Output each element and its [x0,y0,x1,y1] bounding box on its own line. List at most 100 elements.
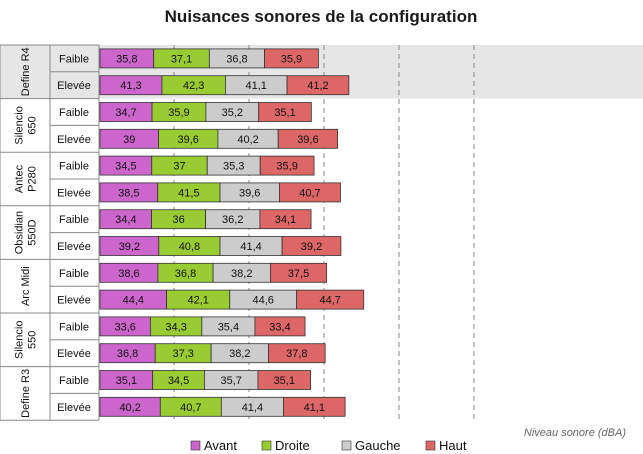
value-label: 36,2 [222,214,243,226]
legend-swatch [425,440,436,451]
value-label: 39,6 [239,187,260,199]
value-label: 37,8 [286,348,307,360]
bar-segment [283,396,346,417]
group-label: Silencio550 [14,321,39,360]
value-label: 35,1 [116,375,137,387]
level-label: Elevée [57,80,91,92]
value-label: 37,1 [171,53,192,65]
level-label: Elevée [57,348,91,360]
group-label: Define R3 [20,369,32,418]
value-label: 35,1 [274,375,295,387]
group-label: Define R4 [20,47,32,96]
value-label: 38,6 [118,268,139,280]
bar-segment [254,316,306,337]
group-label-line: Obsidian [14,211,26,254]
value-label: 34,5 [115,161,136,173]
value-label: 36,8 [175,268,196,280]
value-label: 35,3 [223,161,244,173]
bar-segment [296,289,365,310]
value-label: 36,8 [117,348,138,360]
value-label: 33,4 [269,321,290,333]
group-label-line: Antec [14,164,26,193]
value-label: 44,6 [252,295,273,307]
value-label: 34,1 [275,214,296,226]
level-label: Faible [59,268,89,280]
legend-label: Gauche [355,438,401,453]
group-label: Obsidian550D [14,211,39,254]
bar-segment [259,155,315,176]
value-label: 40,8 [179,241,200,253]
level-label: Faible [59,375,89,387]
bar-segment [259,209,312,230]
level-label: Elevée [57,134,91,146]
legend-label: Haut [439,438,467,453]
level-label: Elevée [57,295,91,307]
bar-segment [286,75,350,96]
bar-segment [281,236,342,256]
value-label: 34,7 [115,107,136,119]
level-label: Faible [59,321,89,333]
value-label: 41,4 [242,402,263,414]
value-label: 41,1 [246,80,267,92]
value-label: 40,2 [119,402,140,414]
value-label: 41,5 [178,187,199,199]
value-label: 35,1 [274,107,295,119]
value-label: 39 [123,134,135,146]
bar-segment [268,343,326,364]
level-label: Faible [59,161,89,173]
bar-segment [264,48,319,69]
bar-segment [277,128,339,149]
legend-swatch [190,440,201,451]
value-label: 41,3 [120,80,141,92]
value-label: 36,8 [226,53,247,65]
value-label: 40,7 [299,187,320,199]
value-label: 41,4 [240,241,261,253]
value-label: 34,5 [168,375,189,387]
value-label: 41,2 [307,80,328,92]
value-label: 39,2 [119,241,140,253]
level-label: Elevée [57,187,91,199]
value-label: 35,8 [116,53,137,65]
value-label: 41,1 [304,402,325,414]
chart-title: Nuisances sonores de la configuration [165,7,478,26]
value-label: 44,4 [123,295,144,307]
group-label: Arc Midi [20,266,32,306]
legend: Avant Droite Gauche Haut [190,438,467,453]
value-label: 35,9 [276,161,297,173]
group-label-line: P280 [27,166,39,192]
group-label-line: Silencio [14,321,26,360]
value-label: 44,7 [319,295,340,307]
value-label: 42,3 [183,80,204,92]
value-label: 38,5 [118,187,139,199]
unit-label: Niveau sonore (dBA) [524,427,626,439]
group-label-line: 550 [27,331,39,349]
bar-segment [258,102,312,122]
level-label: Faible [59,107,89,119]
group-label-line: Define R4 [20,47,32,96]
value-label: 39,6 [297,134,318,146]
group-label-line: Silencio [14,106,26,145]
value-label: 35,9 [168,107,189,119]
value-label: 34,3 [165,321,186,333]
value-label: 37,3 [172,348,193,360]
value-label: 35,9 [281,53,302,65]
bar-segment [257,370,312,390]
group-label-line: Arc Midi [20,266,32,306]
value-label: 39,6 [177,134,198,146]
value-label: 35,7 [220,375,241,387]
level-label: Elevée [57,402,91,414]
value-label: 34,4 [115,214,136,226]
legend-swatch [261,440,272,451]
value-label: 36 [172,214,184,226]
bar-segment [269,262,328,283]
level-label: Elevée [57,241,91,253]
legend-label: Avant [204,438,237,453]
value-label: 39,2 [301,241,322,253]
value-label: 35,2 [222,107,243,119]
group-label-line: 550D [27,219,39,245]
bar-segment [278,182,341,203]
value-label: 38,2 [231,268,252,280]
level-label: Faible [59,53,89,65]
value-label: 40,2 [237,134,258,146]
